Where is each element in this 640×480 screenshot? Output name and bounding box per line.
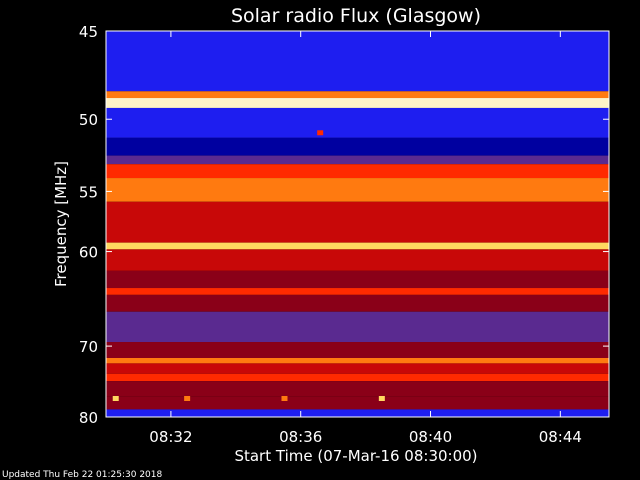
y-tick-label: 70: [79, 338, 98, 356]
spectrum-band: [106, 396, 609, 410]
y-tick-label: 80: [79, 409, 98, 427]
spectrum-band: [106, 381, 609, 397]
spectrum-band: [106, 373, 609, 382]
spectrum-band: [106, 294, 609, 312]
y-tick-label: 55: [79, 183, 98, 201]
spectrum-band: [106, 311, 609, 343]
spectrum-band: [106, 249, 609, 271]
spectrum-band: [106, 342, 609, 359]
x-tick-label: 08:36: [279, 428, 322, 446]
x-tick-label: 08:44: [539, 428, 582, 446]
burst-point: [378, 396, 385, 401]
spectrum-band: [106, 164, 609, 179]
spectrum-band: [106, 155, 609, 165]
spectrum-band: [106, 91, 609, 99]
heatmap-plot-area: [106, 31, 609, 417]
spectrum-band: [106, 107, 609, 138]
spectrum-band: [106, 358, 609, 364]
burst-point: [112, 396, 119, 401]
spectrum-band: [106, 363, 609, 374]
spectrum-band: [106, 98, 609, 108]
updated-timestamp: Updated Thu Feb 22 01:25:30 2018: [2, 470, 163, 480]
spectrum-band: [106, 288, 609, 295]
burst-point: [184, 396, 191, 401]
y-tick-label: 50: [79, 111, 98, 129]
x-tick-label: 08:32: [149, 428, 192, 446]
burst-markers: [112, 130, 385, 401]
plot-frame: [105, 30, 610, 418]
y-tick-label: 60: [79, 244, 98, 262]
spectrum-band: [106, 31, 609, 92]
chart-title: Solar radio Flux (Glasgow): [231, 5, 481, 27]
x-axis: 08:32 08:36 08:40 08:44: [149, 31, 582, 446]
spectrum-band: [106, 178, 609, 202]
x-axis-label: Start Time (07-Mar-16 08:30:00): [234, 447, 477, 465]
x-tick-label: 08:40: [409, 428, 452, 446]
spectrum-band: [106, 409, 609, 417]
burst-point: [317, 130, 324, 136]
burst-point: [281, 396, 288, 401]
spectrum-band: [106, 270, 609, 289]
y-axis: 45 50 55 60 70 80: [79, 23, 609, 427]
y-axis-label: Frequency [MHz]: [52, 161, 70, 287]
spectrum-band: [106, 242, 609, 250]
spectrum-band: [106, 137, 609, 156]
spectrum-band: [106, 201, 609, 243]
y-tick-label: 45: [79, 23, 98, 41]
